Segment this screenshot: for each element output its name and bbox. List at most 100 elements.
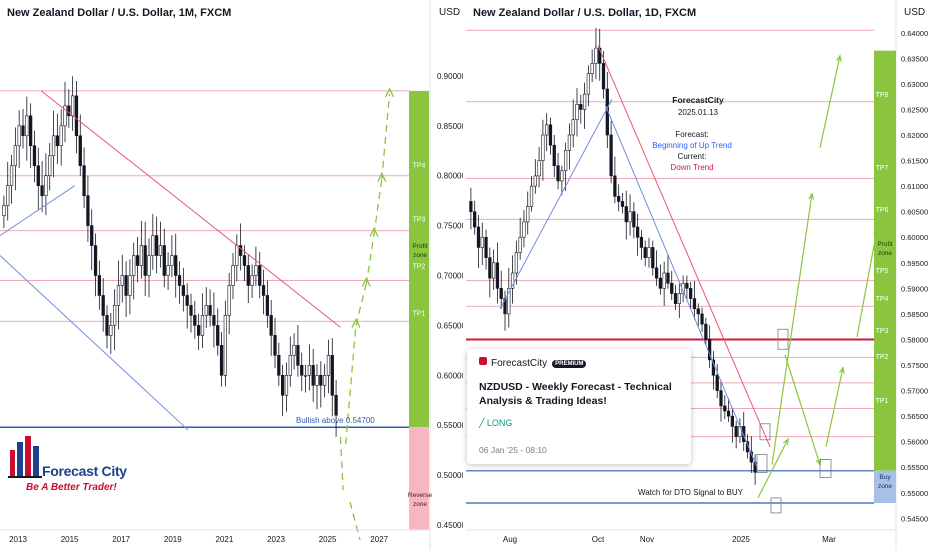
daily-candle-body: [507, 288, 511, 315]
monthly-candle-body: [212, 315, 216, 326]
monthly-candle-body: [277, 355, 281, 376]
idea-direction: ╱ LONG: [479, 418, 512, 429]
monthly-candle-body: [109, 325, 113, 336]
monthly-candle-body: [139, 245, 143, 266]
daily-profit-zone-label: zone: [878, 250, 892, 257]
daily-candle-body: [567, 134, 572, 151]
monthly-candle-body: [21, 125, 25, 137]
daily-candle-body: [590, 63, 594, 74]
daily-projection-arrow: [784, 354, 821, 465]
monthly-candle-body: [254, 265, 258, 276]
daily-x-tick: Oct: [592, 535, 605, 544]
daily-candle-body: [522, 221, 526, 238]
monthly-y-tick: 0.55000: [437, 421, 463, 430]
monthly-candle-body: [219, 345, 224, 376]
monthly-candle-body: [132, 255, 136, 276]
monthly-projection-arrow: [381, 93, 391, 180]
daily-candle-body: [571, 119, 575, 136]
daily-candle-body: [499, 288, 503, 299]
daily-target-box: [819, 459, 832, 478]
idea-author[interactable]: ForecastCity PREMIUM: [479, 357, 587, 369]
daily-x-tick: Nov: [640, 535, 654, 544]
idea-card[interactable]: ForecastCity PREMIUM NZDUSD - Weekly Fore…: [467, 349, 691, 464]
daily-tp-label: TP1: [876, 398, 889, 405]
daily-candle-body: [670, 282, 674, 294]
daily-projection-arrow: [819, 55, 841, 148]
monthly-y-tick: 0.45000: [437, 521, 463, 530]
monthly-arrow-head: [369, 227, 379, 237]
daily-y-tick: 0.55500: [901, 463, 928, 472]
daily-candle-body: [552, 144, 556, 166]
monthly-candle-body: [13, 145, 17, 167]
daily-currency-label[interactable]: USD: [904, 7, 926, 18]
daily-y-tick: 0.61000: [901, 182, 928, 191]
daily-candle-body: [708, 339, 712, 361]
daily-candle-body: [685, 282, 689, 289]
daily-candle-body: [545, 124, 549, 136]
monthly-tp-label: TP3: [413, 217, 426, 224]
monthly-candle-body: [300, 365, 304, 376]
daily-chart-title: New Zealand Dollar / U.S. Dollar, 1D, FX…: [473, 7, 697, 19]
logo-slogan: Be A Better Trader!: [26, 482, 117, 493]
monthly-candle-body: [147, 255, 151, 276]
idea-title[interactable]: NZDUSD - Weekly Forecast - Technical Ana…: [479, 381, 672, 407]
monthly-tp-label: TP4: [413, 163, 426, 170]
daily-y-tick: 0.58500: [901, 310, 928, 319]
daily-candle-body: [658, 277, 662, 289]
monthly-projection-arrow: [365, 233, 375, 285]
daily-candle-body: [647, 247, 651, 258]
daily-candle-body: [533, 175, 537, 187]
monthly-candle-body: [303, 374, 308, 377]
daily-tp-label: TP8: [876, 92, 889, 99]
city-icon: [8, 436, 42, 478]
daily-buy-zone-label: zone: [878, 483, 892, 490]
daily-profit-zone: [874, 50, 896, 471]
monthly-candle-body: [93, 245, 98, 276]
monthly-candle-body: [319, 374, 323, 386]
monthly-candle-body: [25, 115, 29, 137]
daily-candle-body: [492, 262, 496, 279]
daily-candle-body: [582, 93, 587, 110]
daily-x-tick: Aug: [503, 535, 517, 544]
monthly-chart[interactable]: TP4 TP3 TP2 TP1 Profit zone Reverse zone Bullish…: [0, 0, 463, 550]
daily-y-tick: 0.64000: [901, 29, 928, 38]
daily-buy-zone: [874, 470, 896, 504]
monthly-candle-body: [296, 345, 300, 366]
daily-candle-body: [510, 272, 515, 289]
daily-candle-body: [495, 262, 500, 289]
daily-y-tick: 0.62500: [901, 105, 928, 114]
forecastcity-logo: Forecast City Be A Better Trader!: [6, 430, 146, 500]
daily-y-tick: 0.56000: [901, 438, 928, 447]
daily-y-tick: 0.56500: [901, 412, 928, 421]
monthly-plot-bg: [0, 0, 430, 550]
monthly-currency-label[interactable]: USD: [439, 7, 461, 18]
daily-y-tick: 0.55000: [901, 489, 928, 498]
daily-y-tick: 0.63500: [901, 54, 928, 63]
daily-x-tick: Mar: [822, 535, 836, 544]
monthly-candle-body: [177, 275, 182, 286]
author-avatar: [479, 357, 487, 365]
monthly-candle-body: [193, 315, 197, 326]
daily-y-tick: 0.59500: [901, 259, 928, 268]
daily-candle-body: [514, 252, 518, 274]
monthly-candle-body: [17, 125, 21, 147]
monthly-candle-body: [78, 135, 82, 167]
daily-candle-body: [624, 206, 628, 223]
author-name[interactable]: ForecastCity: [491, 358, 548, 369]
monthly-reverse-zone: [409, 427, 429, 530]
daily-y-tick: 0.60000: [901, 233, 928, 242]
premium-badge: PREMIUM: [552, 360, 587, 368]
monthly-candle-body: [44, 175, 48, 196]
monthly-bearish-arrow: [349, 501, 361, 541]
daily-candle-body: [586, 73, 590, 95]
monthly-candle-body: [311, 365, 315, 386]
daily-target-box: [756, 454, 768, 473]
monthly-candle-body: [227, 285, 231, 316]
monthly-candle-body: [322, 374, 327, 386]
daily-candle-body: [556, 165, 560, 182]
daily-candle-body: [620, 201, 625, 207]
